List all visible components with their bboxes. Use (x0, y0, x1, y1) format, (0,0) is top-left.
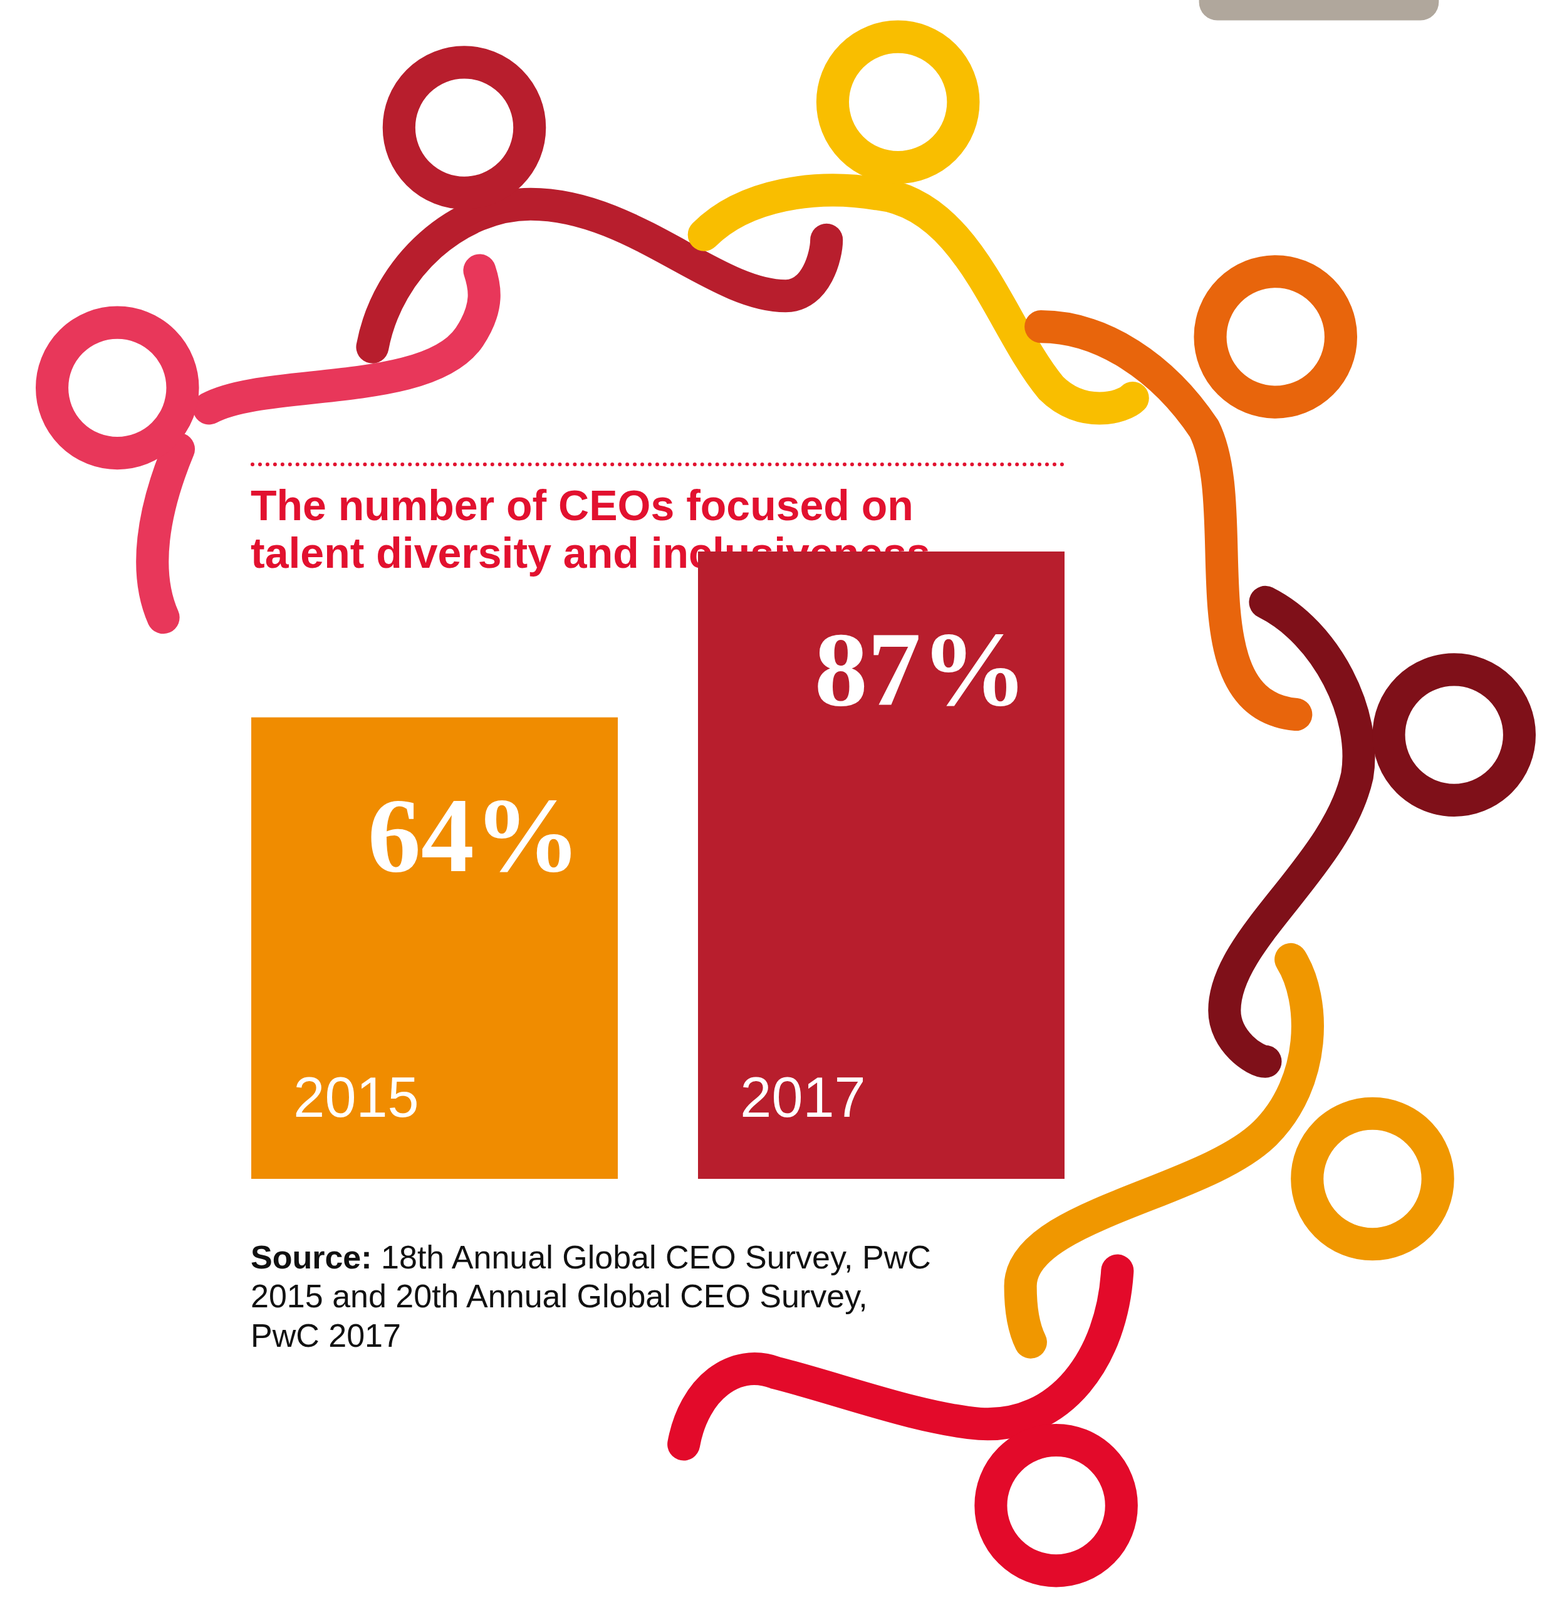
svg-text:2015: 2015 (293, 1065, 419, 1129)
svg-text:64%: 64% (367, 776, 581, 895)
svg-text:2017: 2017 (739, 1065, 866, 1129)
svg-text:87%: 87% (814, 610, 1028, 729)
html-text:Source: 18th Annual Global CEO: Source: 18th Annual Global CEO Survey, P… (250, 1238, 931, 1354)
html-text:The number of CEOs focused on: The number of CEOs focused on talent div… (250, 481, 931, 577)
